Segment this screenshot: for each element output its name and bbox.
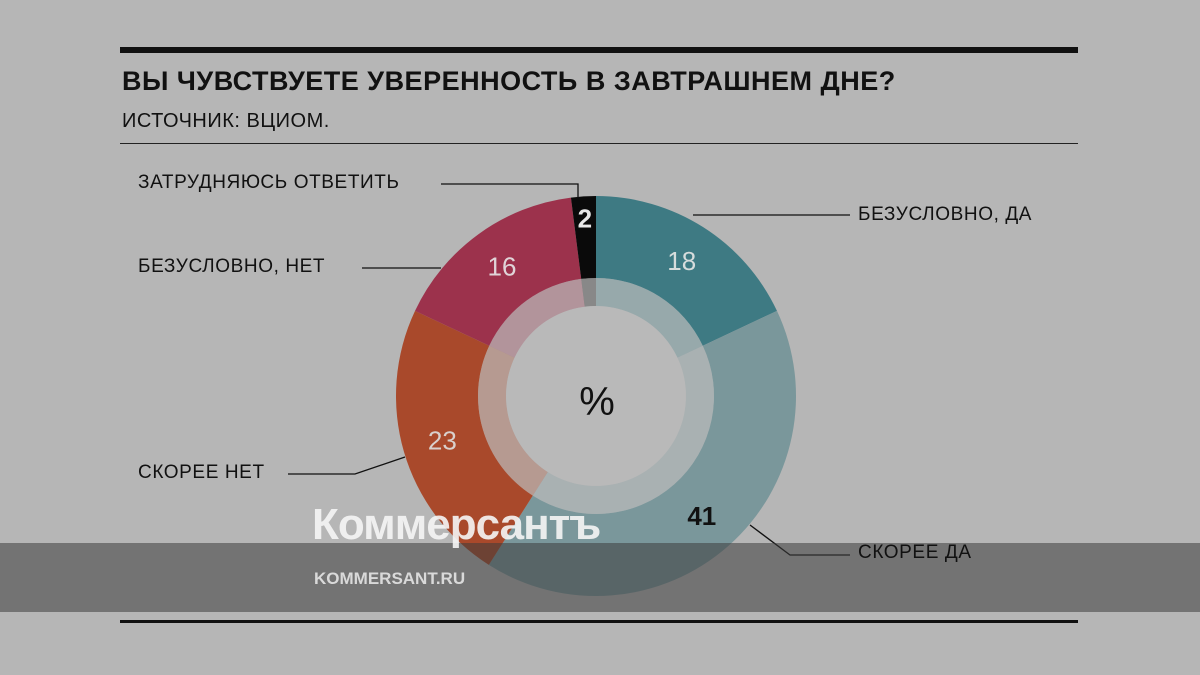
slice-inner-ring-tint-2 — [478, 345, 548, 496]
leader-line-rather-no — [288, 456, 406, 475]
divider — [120, 143, 1078, 144]
top-rule — [120, 47, 1078, 53]
slice-inner-ring-1 — [532, 345, 714, 514]
slice-3 — [415, 197, 582, 346]
watermark-band — [0, 543, 1200, 612]
leader-line-dont-know — [441, 183, 579, 198]
slice-label-rather-no: СКОРЕЕ НЕТ — [138, 462, 265, 483]
slice-value-1: 41 — [687, 501, 716, 531]
chart-source: ИСТОЧНИК: ВЦИОМ. — [122, 110, 330, 132]
slice-value-0: 18 — [667, 246, 696, 276]
slice-label-definitely-yes: БЕЗУСЛОВНО, ДА — [858, 204, 1033, 225]
slice-inner-ring-0 — [596, 278, 703, 358]
slice-inner-ring-3 — [489, 278, 585, 358]
slice-value-4: 2 — [578, 203, 592, 233]
watermark-logo: Коммерсантъ — [312, 500, 601, 549]
slice-4 — [570, 196, 596, 279]
slice-value-2: 23 — [428, 426, 457, 456]
slice-inner-ring-tint-0 — [596, 278, 703, 358]
chart-title: ВЫ ЧУВСТВУЕТЕ УВЕРЕННОСТЬ В ЗАВТРАШНЕМ Д… — [122, 66, 896, 96]
slice-inner-ring-4 — [581, 278, 596, 307]
watermark-url: KOMMERSANT.RU — [314, 569, 466, 588]
slice-inner-ring-tint-3 — [489, 278, 585, 358]
center-label: % — [579, 380, 615, 424]
slice-value-3: 16 — [487, 252, 516, 282]
slice-inner-ring-2 — [478, 345, 548, 496]
bottom-rule — [120, 620, 1078, 623]
slice-1 — [488, 310, 796, 596]
slice-label-rather-yes: СКОРЕЕ ДА — [858, 542, 972, 563]
slice-label-definitely-no: БЕЗУСЛОВНО, НЕТ — [138, 256, 326, 277]
slice-0 — [596, 196, 777, 346]
slice-2 — [396, 310, 533, 565]
slice-inner-ring-tint-1 — [532, 345, 714, 514]
slice-label-dont-know: ЗАТРУДНЯЮСЬ ОТВЕТИТЬ — [138, 172, 400, 193]
slice-inner-ring-tint-4 — [581, 278, 596, 307]
donut-center — [506, 306, 686, 486]
